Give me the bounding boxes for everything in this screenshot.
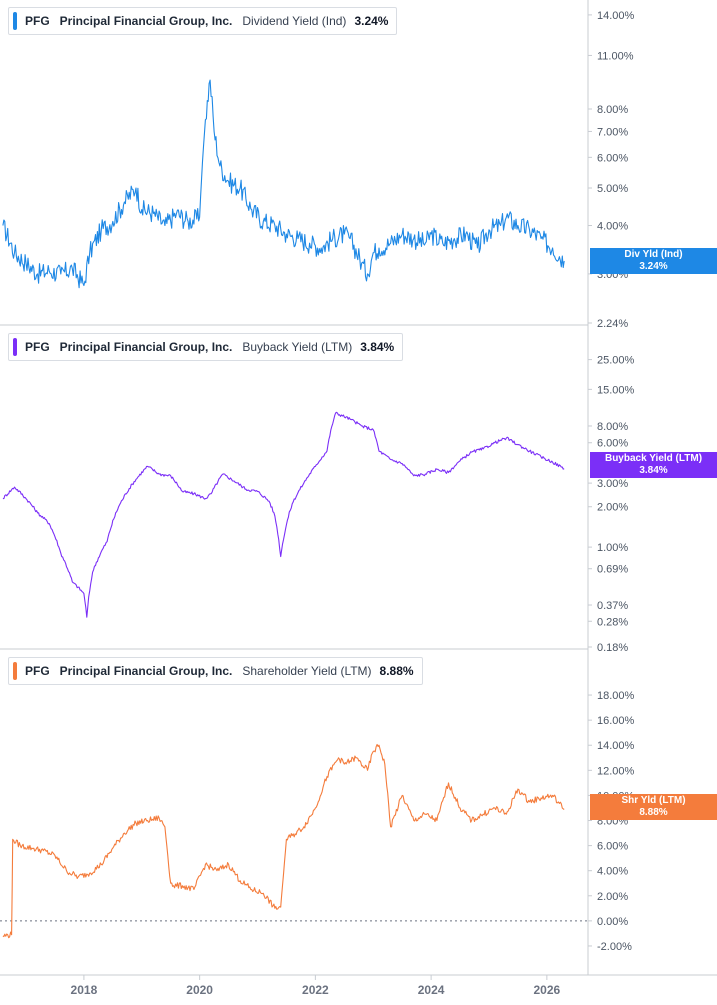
y-tick-label: 1.00% [597, 542, 628, 554]
y-tick-label: 5.00% [597, 183, 628, 195]
y-tick-label: 15.00% [597, 384, 635, 396]
tag-label: Div Yld (Ind) [624, 249, 683, 260]
y-tick-label: 6.00% [597, 152, 628, 164]
y-tick-label: 0.18% [597, 642, 628, 654]
x-tick-label: 2020 [186, 983, 213, 997]
y-tick-label: 14.00% [597, 740, 635, 752]
y-tick-label: 0.69% [597, 564, 628, 576]
legend-shareholder-yield: PFG Principal Financial Group, Inc. Shar… [8, 657, 423, 685]
y-tick-label: 7.00% [597, 126, 628, 138]
legend-ticker: PFG [25, 14, 50, 28]
x-tick-label: 2018 [71, 983, 98, 997]
x-tick-label: 2022 [302, 983, 329, 997]
series-swatch [13, 338, 17, 356]
legend-dividend-yield: PFG Principal Financial Group, Inc. Divi… [8, 7, 398, 35]
y-tick-label: 14.00% [597, 10, 635, 22]
tag-label: Buyback Yield (LTM) [604, 453, 703, 464]
legend-metric: Buyback Yield (LTM) [242, 340, 353, 354]
y-tick-label: 6.00% [597, 841, 628, 853]
x-tick-label: 2026 [534, 983, 561, 997]
series-swatch [13, 662, 17, 680]
current-value-tag-shareholder: Shr Yld (LTM) 8.88% [590, 794, 717, 820]
series-line-1 [2, 411, 565, 618]
series-line-0 [2, 79, 565, 289]
series-swatch [13, 12, 17, 30]
legend-value: 3.24% [354, 14, 389, 28]
tag-value: 3.24% [639, 261, 668, 272]
legend-ticker: PFG [25, 340, 50, 354]
y-tick-label: 6.00% [597, 438, 628, 450]
tag-value: 3.84% [639, 465, 668, 476]
legend-metric: Shareholder Yield (LTM) [242, 664, 372, 678]
y-tick-label: -2.00% [597, 941, 632, 953]
legend-ticker: PFG [25, 664, 50, 678]
y-tick-label: 11.00% [597, 50, 634, 62]
y-tick-label: 2.00% [597, 891, 628, 903]
tag-value: 8.88% [639, 807, 668, 818]
tag-label: Shr Yld (LTM) [621, 795, 686, 806]
series-line-2 [2, 743, 565, 939]
y-tick-label: 16.00% [597, 715, 635, 727]
x-tick-label: 2024 [418, 983, 445, 997]
legend-metric: Dividend Yield (Ind) [242, 14, 347, 28]
y-tick-label: 2.00% [597, 502, 628, 514]
current-value-tag-dividend: Div Yld (Ind) 3.24% [590, 248, 717, 274]
y-tick-label: 8.00% [597, 104, 628, 116]
y-tick-label: 0.00% [597, 916, 628, 928]
legend-company: Principal Financial Group, Inc. [59, 14, 233, 28]
y-tick-label: 4.00% [597, 221, 628, 233]
legend-value: 3.84% [360, 340, 395, 354]
y-tick-label: 0.28% [597, 616, 628, 628]
y-tick-label: 18.00% [597, 690, 635, 702]
y-tick-label: 25.00% [597, 355, 635, 367]
y-tick-label: 12.00% [597, 765, 635, 777]
y-tick-label: 2.24% [597, 318, 628, 330]
y-tick-label: 0.37% [597, 600, 628, 612]
legend-company: Principal Financial Group, Inc. [59, 340, 233, 354]
current-value-tag-buyback: Buyback Yield (LTM) 3.84% [590, 452, 717, 478]
y-tick-label: 8.00% [597, 421, 628, 433]
legend-value: 8.88% [379, 664, 414, 678]
legend-buyback-yield: PFG Principal Financial Group, Inc. Buyb… [8, 333, 404, 361]
y-tick-label: 4.00% [597, 866, 628, 878]
y-tick-label: 3.00% [597, 478, 628, 490]
legend-company: Principal Financial Group, Inc. [59, 664, 233, 678]
